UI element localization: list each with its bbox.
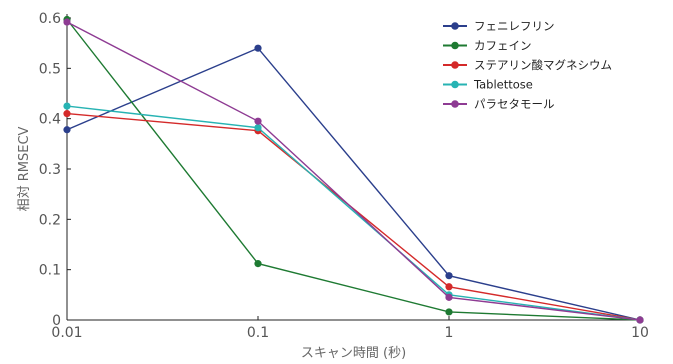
x-tick-label: 1 [445, 325, 454, 341]
data-point [254, 124, 262, 132]
data-point [254, 260, 262, 268]
data-point [254, 117, 262, 125]
series-0 [63, 44, 644, 324]
axes [66, 14, 640, 321]
y-tick-label: 0.4 [39, 112, 61, 128]
legend-item: Tablettose [443, 78, 533, 92]
x-tick-label: 10 [631, 325, 649, 341]
series-group [63, 15, 644, 324]
y-tick-label: 0.5 [39, 61, 61, 77]
legend-item: ステアリン酸マグネシウム [443, 58, 612, 72]
x-axis-label: スキャン時間 (秒) [301, 346, 406, 361]
y-tick-label: 0 [52, 313, 61, 329]
data-point [445, 283, 453, 291]
y-tick-label: 0.3 [39, 162, 61, 178]
y-axis-label: 相対 RMSECV [17, 126, 32, 211]
legend-label: Tablettose [473, 78, 533, 92]
y-tick-label: 0.1 [39, 263, 61, 279]
legend-swatch-marker [451, 100, 459, 108]
series-line [66, 105, 641, 321]
legend-swatch-marker [451, 41, 459, 50]
legend-item: パラセタモール [443, 97, 555, 111]
data-point [445, 308, 453, 316]
data-point [63, 126, 71, 134]
data-point [636, 316, 644, 324]
y-tick-label: 0.6 [39, 11, 61, 27]
tick-labels: 0 0.1 0.2 0.3 0.4 0.5 0.6 0.01 0.1 1 10 [39, 11, 649, 341]
legend-label: ステアリン酸マグネシウム [474, 58, 612, 72]
x-tick-label: 0.01 [51, 325, 82, 341]
series-line [66, 47, 641, 321]
legend-label: フェニレフリン [474, 19, 555, 33]
series-2 [63, 110, 644, 324]
data-point [254, 44, 262, 52]
series-4 [63, 18, 644, 324]
series-line [66, 19, 641, 321]
data-point [63, 102, 71, 110]
data-point [63, 18, 71, 26]
legend-item: フェニレフリン [443, 19, 555, 33]
legend-label: パラセタモール [474, 97, 555, 111]
legend-label: カフェイン [474, 39, 532, 53]
series-line [66, 21, 641, 321]
legend-swatch-marker [451, 22, 459, 30]
data-point [63, 110, 71, 118]
legend-swatch-marker [451, 80, 459, 89]
legend-item: カフェイン [443, 39, 532, 53]
x-tick-label: 0.1 [247, 325, 269, 341]
legend-swatch-marker [451, 61, 459, 69]
y-tick-label: 0.2 [39, 212, 61, 228]
data-point [445, 293, 453, 301]
series-3 [63, 102, 644, 324]
series-line [66, 112, 641, 321]
data-point [445, 272, 453, 280]
